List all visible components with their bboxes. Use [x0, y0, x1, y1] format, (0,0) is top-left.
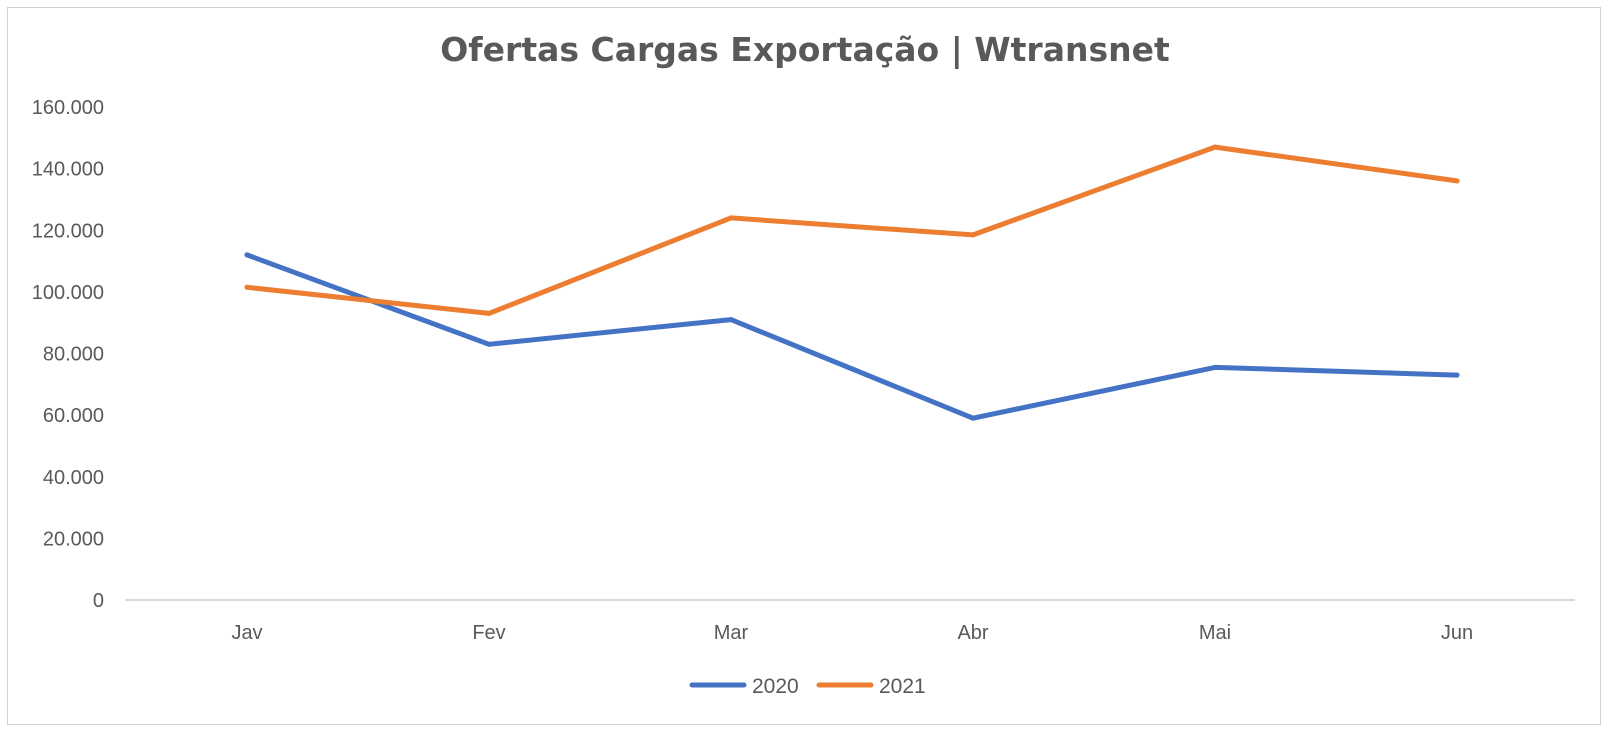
- x-tick-label: Mai: [1199, 622, 1231, 644]
- x-tick-label: Fev: [472, 622, 505, 644]
- data-point-2020: [970, 415, 976, 421]
- y-tick-label: 160.000: [32, 97, 104, 119]
- series-line-2021: [244, 144, 1460, 316]
- chart-title: Ofertas Cargas Exportação | Wtransnet: [440, 30, 1170, 69]
- legend-label-2020: 2020: [752, 675, 799, 698]
- data-point-2020: [1454, 372, 1460, 378]
- x-tick-label: Jav: [231, 622, 262, 644]
- y-tick-label: 140.000: [32, 159, 104, 181]
- data-point-2021: [970, 232, 976, 238]
- x-tick-label: Jun: [1441, 622, 1473, 644]
- y-tick-label: 40.000: [43, 467, 104, 489]
- y-tick-label: 20.000: [43, 528, 104, 550]
- data-point-2021: [1212, 144, 1218, 150]
- data-point-2021: [728, 215, 734, 221]
- data-point-2021: [244, 284, 250, 290]
- data-point-2021: [486, 310, 492, 316]
- chart-frame: [7, 7, 1601, 725]
- x-tick-label: Abr: [957, 622, 988, 644]
- data-point-2021: [1454, 178, 1460, 184]
- data-point-2020: [244, 252, 250, 258]
- data-point-2020: [1212, 364, 1218, 370]
- y-tick-label: 100.000: [32, 282, 104, 304]
- y-tick-label: 60.000: [43, 405, 104, 427]
- y-tick-label: 0: [93, 590, 104, 612]
- legend: 2020 2021: [689, 675, 926, 698]
- series-line-2020: [244, 252, 1460, 421]
- x-axis-tick-labels: Jav Fev Mar Abr Mai Jun: [231, 622, 1473, 644]
- y-tick-label: 120.000: [32, 220, 104, 242]
- data-point-2020: [486, 341, 492, 347]
- y-axis-tick-labels: 0 20.000 40.000 60.000 80.000 100.000 120.000 1…: [32, 97, 104, 612]
- x-tick-label: Mar: [714, 622, 749, 644]
- legend-label-2021: 2021: [879, 675, 926, 698]
- data-point-2020: [728, 317, 734, 323]
- series-lines: [244, 144, 1460, 421]
- y-tick-label: 80.000: [43, 344, 104, 366]
